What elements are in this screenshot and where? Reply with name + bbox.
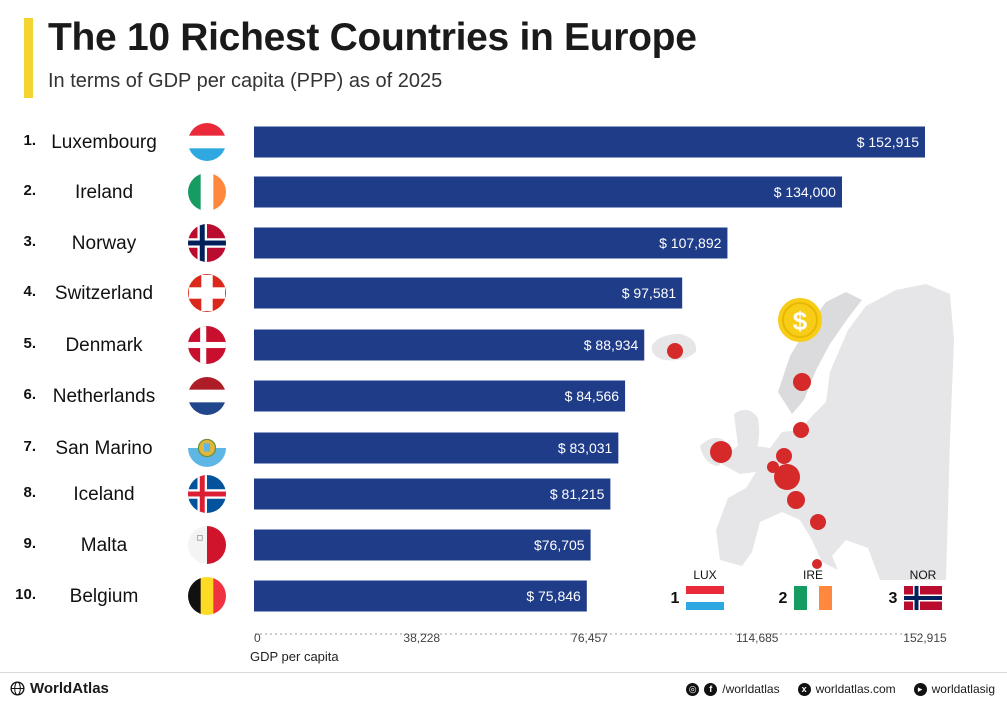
- location-marker-netherlands: [776, 448, 792, 464]
- bar: [254, 380, 626, 412]
- bar-value-label: $ 152,915: [857, 134, 919, 150]
- top3-code: IRE: [803, 568, 823, 582]
- website-link[interactable]: worldatlas.com: [815, 682, 896, 696]
- x-tick-label: 114,685: [736, 631, 779, 645]
- bar-value-label: $76,705: [534, 537, 585, 553]
- page-title: The 10 Richest Countries in Europe: [48, 16, 697, 59]
- bar-chart: 1. Luxembourg $ 152,915 2. Ireland $ 134,000 3…: [15, 123, 954, 664]
- location-marker-ireland: [710, 441, 732, 463]
- location-marker-san-marino: [810, 514, 826, 530]
- top3-rank: 3: [889, 590, 898, 607]
- bar: [254, 277, 683, 309]
- top3-code: LUX: [693, 568, 716, 582]
- dollar-coin-icon: $: [778, 298, 822, 342]
- bar-value-label: $ 134,000: [774, 184, 836, 200]
- bar: [254, 432, 619, 464]
- coin-symbol: $: [793, 306, 808, 336]
- country-label: Malta: [81, 535, 128, 556]
- malta-flag: [188, 526, 226, 564]
- location-marker-belgium: [767, 461, 779, 473]
- top3-rank: 1: [671, 590, 680, 607]
- bar: [254, 227, 728, 259]
- instagram-handle[interactable]: worldatlasig: [931, 682, 995, 696]
- brand-name: WorldAtlas: [30, 680, 109, 697]
- great-britain-shape: [734, 409, 760, 463]
- bar-value-label: $ 75,846: [526, 588, 581, 604]
- bar: [254, 329, 645, 361]
- page-subtitle: In terms of GDP per capita (PPP) as of 2…: [48, 70, 443, 92]
- bar: [254, 478, 611, 510]
- country-label: San Marino: [55, 438, 152, 459]
- globe-icon: [10, 681, 25, 696]
- rank-label: 2.: [23, 182, 36, 199]
- title-accent-bar: [24, 18, 33, 98]
- iceland-flag: [188, 475, 226, 513]
- top3-code: NOR: [910, 568, 937, 582]
- europe-map: [651, 284, 954, 580]
- rank-label: 4.: [23, 283, 36, 300]
- bar-value-label: $ 88,934: [584, 337, 639, 353]
- belgium-flag: [188, 577, 226, 615]
- location-marker-switzerland: [787, 491, 805, 509]
- location-marker-malta: [812, 559, 822, 569]
- country-label: Denmark: [65, 335, 143, 356]
- x-axis-title: GDP per capita: [250, 649, 339, 664]
- x-tick-label: 152,915: [903, 631, 947, 645]
- top3-rank: 2: [779, 590, 788, 607]
- bar-value-label: $ 83,031: [558, 440, 613, 456]
- bar: [254, 529, 591, 561]
- rank-label: 3.: [23, 233, 36, 250]
- x-icon[interactable]: x: [797, 682, 811, 696]
- footer: WorldAtlas ◎ f /worldatlas x worldatlas.…: [0, 672, 1007, 705]
- rank-label: 7.: [23, 438, 36, 455]
- rank-label: 5.: [23, 335, 36, 352]
- instagram-icon[interactable]: ◎: [686, 682, 700, 696]
- location-marker-norway: [793, 373, 811, 391]
- rank-label: 1.: [23, 132, 36, 149]
- country-label: Norway: [72, 233, 137, 254]
- norway-flag: [188, 224, 226, 262]
- switzerland-flag: [188, 274, 226, 312]
- top3-legend: 1 LUX 2 IRE 3 NOR: [671, 568, 942, 610]
- footer-brand[interactable]: WorldAtlas: [10, 680, 109, 697]
- x-tick-label: 0: [254, 631, 261, 645]
- location-marker-iceland: [667, 343, 683, 359]
- youtube-icon[interactable]: ▸: [913, 682, 927, 696]
- country-label: Ireland: [75, 182, 133, 203]
- europe-mainland-shape: [716, 284, 954, 580]
- x-tick-label: 76,457: [571, 631, 608, 645]
- rank-label: 8.: [23, 484, 36, 501]
- bar: [254, 126, 925, 158]
- location-marker-luxembourg: [774, 464, 800, 490]
- bar-value-label: $ 107,892: [659, 235, 721, 251]
- bars: [254, 126, 925, 612]
- rank-label: 10.: [15, 586, 36, 603]
- netherlands-flag: [188, 377, 226, 415]
- location-marker-denmark: [793, 422, 809, 438]
- norway-flag-rect: [904, 586, 942, 610]
- bar-value-label: $ 81,215: [550, 486, 605, 502]
- luxembourg-flag: [188, 123, 226, 161]
- bar-value-label: $ 84,566: [565, 388, 620, 404]
- social-links: ◎ f /worldatlas x worldatlas.com ▸ world…: [686, 682, 995, 696]
- bar: [254, 580, 587, 612]
- bar-value-label: $ 97,581: [622, 285, 677, 301]
- ireland-flag: [188, 173, 226, 211]
- x-tick-label: 38,228: [403, 631, 440, 645]
- country-label: Luxembourg: [51, 132, 157, 153]
- country-label: Belgium: [70, 586, 139, 607]
- country-label: Switzerland: [55, 283, 153, 304]
- san-marino-flag: [188, 429, 226, 467]
- rank-label: 9.: [23, 535, 36, 552]
- denmark-flag: [188, 326, 226, 364]
- luxembourg-flag-rect: [686, 586, 724, 610]
- bar: [254, 176, 842, 208]
- ireland-flag-rect: [794, 586, 832, 610]
- social-handle[interactable]: /worldatlas: [722, 682, 780, 696]
- facebook-icon[interactable]: f: [704, 682, 718, 696]
- country-label: Netherlands: [53, 386, 155, 407]
- rank-label: 6.: [23, 386, 36, 403]
- country-label: Iceland: [73, 484, 134, 505]
